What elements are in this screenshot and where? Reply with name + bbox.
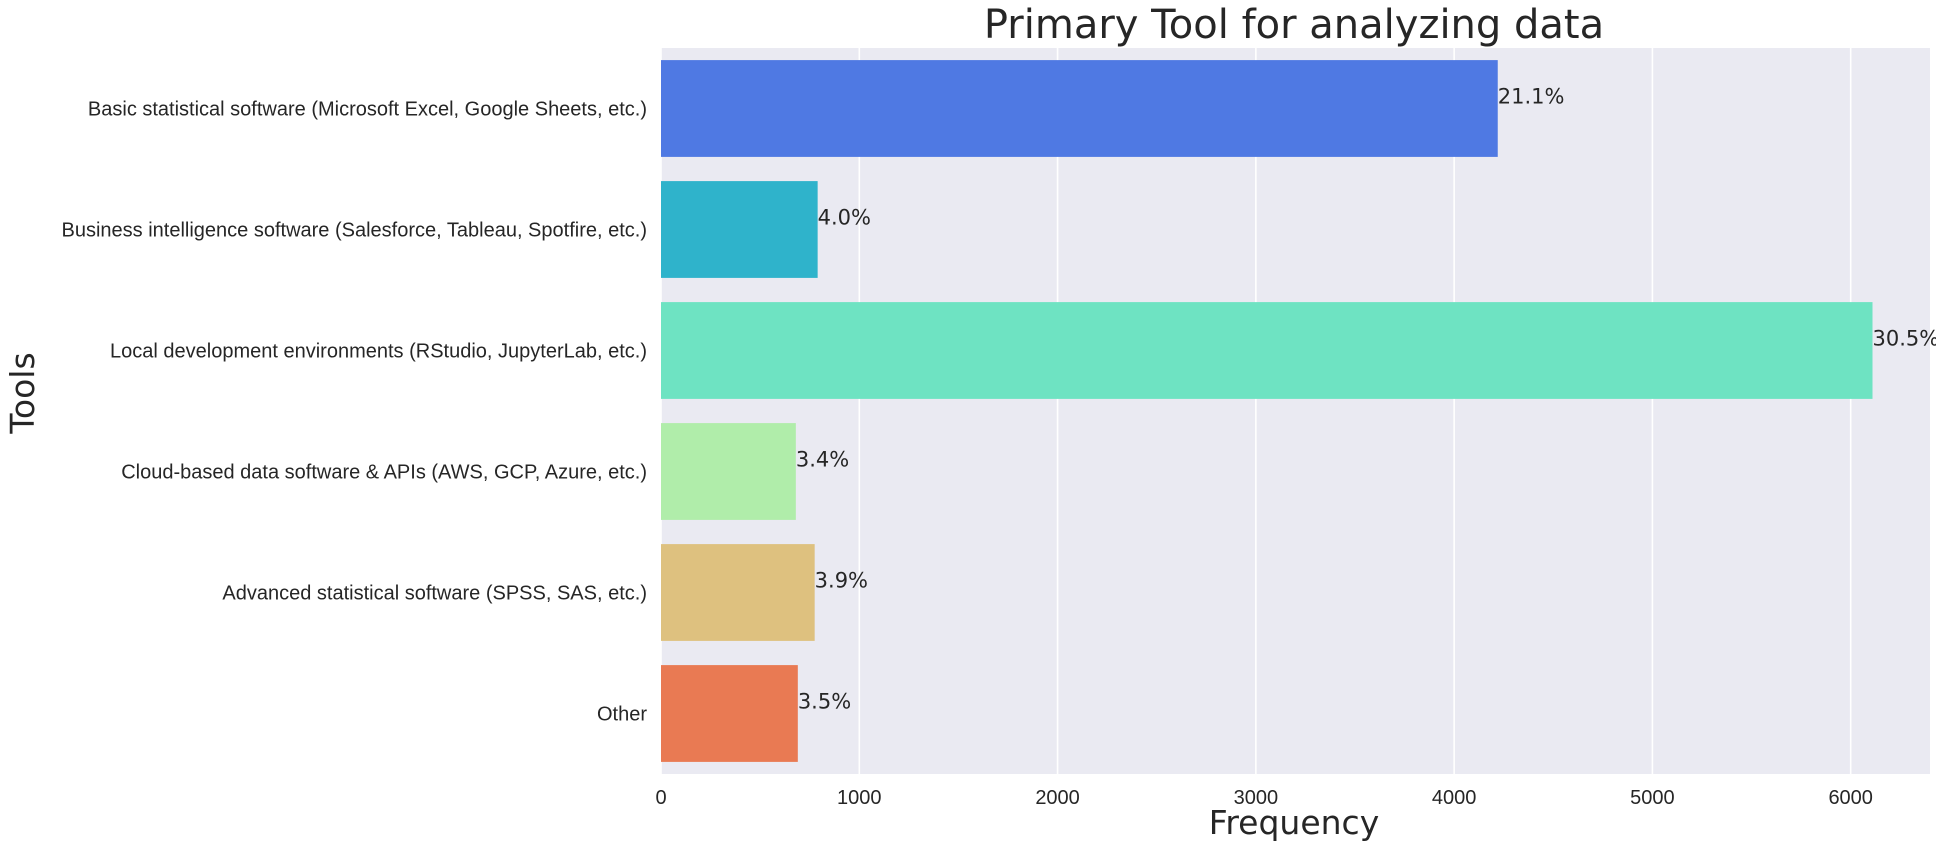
bar-data-label: 3.4% (796, 448, 849, 472)
plot-background (661, 48, 1930, 774)
bar-data-label: 3.9% (815, 569, 868, 593)
chart-title: Primary Tool for analyzing data (984, 2, 1604, 48)
bars (661, 60, 1873, 762)
y-tick-label: Advanced statistical software (SPSS, SAS… (222, 583, 647, 605)
x-tick-label: 2000 (1035, 787, 1080, 809)
y-tick-label: Cloud-based data software & APIs (AWS, G… (121, 462, 647, 484)
bar (661, 423, 796, 520)
bar-data-label: 4.0% (818, 206, 871, 230)
bar-data-label: 3.5% (798, 690, 851, 714)
x-tick-label: 6000 (1828, 787, 1873, 809)
y-tick-label: Basic statistical software (Microsoft Ex… (88, 99, 647, 121)
y-tick-label: Other (597, 704, 647, 726)
y-tick-label: Business intelligence software (Salesfor… (62, 220, 648, 242)
x-tick-label: 1000 (837, 787, 882, 809)
bar-data-label: 30.5% (1872, 327, 1936, 351)
bar (661, 60, 1498, 157)
bar (661, 181, 818, 278)
x-tick-label: 4000 (1432, 787, 1477, 809)
bar (661, 544, 815, 641)
bar (661, 302, 1873, 399)
y-tick-label: Local development environments (RStudio,… (110, 341, 647, 363)
x-axis-label: Frequency (1209, 803, 1379, 842)
x-tick-label: 5000 (1630, 787, 1675, 809)
data-labels: 21.1% 4.0% 30.5% 3.4% 3.9% 3.5% (796, 85, 1936, 714)
bar (661, 665, 798, 762)
x-tick-labels: 0 1000 2000 3000 4000 5000 6000 (655, 787, 1873, 809)
y-axis-label: Tools (3, 352, 42, 434)
x-tick-label: 0 (655, 787, 666, 809)
gridlines (660, 48, 1852, 774)
x-tick-label: 3000 (1234, 787, 1279, 809)
bar-data-label: 21.1% (1498, 85, 1565, 109)
y-tick-labels: Basic statistical software (Microsoft Ex… (62, 99, 648, 726)
